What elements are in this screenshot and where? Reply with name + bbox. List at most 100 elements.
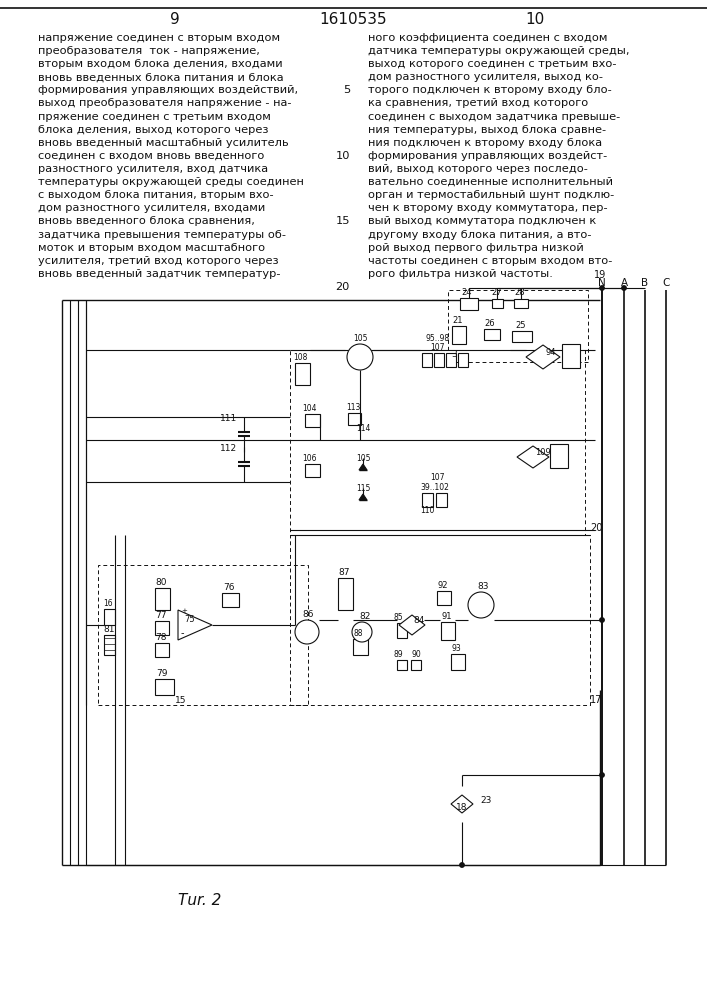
Text: дом разностного усилителя, входами: дом разностного усилителя, входами <box>38 203 265 213</box>
Text: 39..102: 39..102 <box>420 483 449 492</box>
Text: формирования управляющих воздейст-: формирования управляющих воздейст- <box>368 151 607 161</box>
Bar <box>550 444 568 468</box>
Text: 5: 5 <box>343 85 350 95</box>
Bar <box>305 414 320 427</box>
Bar <box>492 299 503 308</box>
Text: вновь введенных блока питания и блока: вновь введенных блока питания и блока <box>38 72 284 82</box>
Bar <box>98 565 308 705</box>
Text: 81: 81 <box>103 625 115 634</box>
Text: выход которого соединен с третьим вхо-: выход которого соединен с третьим вхо- <box>368 59 617 69</box>
Polygon shape <box>359 464 367 470</box>
Bar <box>460 298 478 310</box>
Text: 10: 10 <box>525 12 544 27</box>
Polygon shape <box>517 446 549 468</box>
Text: моток и вторым входом масштабного: моток и вторым входом масштабного <box>38 243 265 253</box>
Text: ния подключен к второму входу блока: ния подключен к второму входу блока <box>368 138 602 148</box>
Text: C: C <box>662 278 670 288</box>
Text: 3: 3 <box>451 350 457 359</box>
Bar <box>155 643 169 657</box>
Text: A: A <box>621 278 628 288</box>
Text: 25: 25 <box>515 321 525 330</box>
Circle shape <box>600 773 604 777</box>
Text: 104: 104 <box>302 404 317 413</box>
Text: вторым входом блока деления, входами: вторым входом блока деления, входами <box>38 59 283 69</box>
Text: 78: 78 <box>155 633 167 642</box>
Bar <box>155 621 169 635</box>
Text: выход преобразователя напряжение - на-: выход преобразователя напряжение - на- <box>38 99 291 108</box>
Bar <box>353 639 368 655</box>
Text: рого фильтра низкой частоты.: рого фильтра низкой частоты. <box>368 269 553 279</box>
Text: 26: 26 <box>484 319 495 328</box>
Bar <box>422 493 433 507</box>
Text: 82: 82 <box>359 612 370 621</box>
Polygon shape <box>178 610 212 640</box>
Text: 17: 17 <box>590 695 602 705</box>
Text: 92: 92 <box>438 581 448 590</box>
Bar <box>397 660 407 670</box>
Text: торого подключен к второму входу бло-: торого подключен к второму входу бло- <box>368 85 612 95</box>
Bar <box>290 535 590 705</box>
Text: вый выход коммутатора подключен к: вый выход коммутатора подключен к <box>368 216 596 226</box>
Bar <box>446 353 456 367</box>
Bar <box>512 331 532 342</box>
Text: чен к второму входу коммутатора, пер-: чен к второму входу коммутатора, пер- <box>368 203 607 213</box>
Text: 88: 88 <box>353 629 363 638</box>
Text: 76: 76 <box>223 583 235 592</box>
Text: преобразователя  ток - напряжение,: преобразователя ток - напряжение, <box>38 46 260 56</box>
Text: ного коэффициента соединен с входом: ного коэффициента соединен с входом <box>368 33 607 43</box>
Text: 86: 86 <box>302 610 313 619</box>
Text: 109: 109 <box>535 448 551 457</box>
Text: 10: 10 <box>336 151 350 161</box>
Text: рой выход первого фильтра низкой: рой выход первого фильтра низкой <box>368 243 584 253</box>
Bar <box>441 622 455 640</box>
Circle shape <box>621 286 626 290</box>
Text: 20: 20 <box>336 282 350 292</box>
Circle shape <box>600 286 604 290</box>
Bar <box>155 679 174 695</box>
Bar <box>437 591 451 605</box>
Text: 111: 111 <box>220 414 238 423</box>
Text: напряжение соединен с вторым входом: напряжение соединен с вторым входом <box>38 33 280 43</box>
Bar <box>104 635 115 655</box>
Bar <box>484 329 500 340</box>
Bar <box>458 353 468 367</box>
Text: 91: 91 <box>441 612 452 621</box>
Bar <box>290 350 585 535</box>
Text: задатчика превышения температуры об-: задатчика превышения температуры об- <box>38 230 286 239</box>
Text: 83: 83 <box>477 582 489 591</box>
Text: с выходом блока питания, вторым вхо-: с выходом блока питания, вторым вхо- <box>38 190 274 200</box>
Text: 19: 19 <box>594 270 606 280</box>
Polygon shape <box>451 795 473 813</box>
Text: формирования управляющих воздействий,: формирования управляющих воздействий, <box>38 85 298 95</box>
Text: 110: 110 <box>420 506 434 515</box>
Bar <box>348 413 361 425</box>
Text: вновь введенный задатчик температур-: вновь введенный задатчик температур- <box>38 269 281 279</box>
Text: соединен с входом вновь введенного: соединен с входом вновь введенного <box>38 151 264 161</box>
Text: 107: 107 <box>430 473 445 482</box>
Text: 77: 77 <box>155 611 167 620</box>
Text: 114: 114 <box>356 424 370 433</box>
Text: соединен с выходом задатчика превыше-: соединен с выходом задатчика превыше- <box>368 112 620 122</box>
Bar <box>422 353 432 367</box>
Text: 95..98: 95..98 <box>425 334 449 343</box>
Circle shape <box>460 863 464 867</box>
Bar <box>562 344 580 368</box>
Bar <box>104 609 115 625</box>
Text: орган и термостабильный шунт подклю-: орган и термостабильный шунт подклю- <box>368 190 614 200</box>
Text: +: + <box>181 608 187 614</box>
Bar <box>434 353 444 367</box>
Text: частоты соединен с вторым входом вто-: частоты соединен с вторым входом вто- <box>368 256 612 266</box>
Bar <box>295 363 310 385</box>
Text: 15: 15 <box>175 696 187 705</box>
Text: 85: 85 <box>394 613 404 622</box>
Text: 105: 105 <box>353 334 368 343</box>
Circle shape <box>295 620 319 644</box>
Text: 75: 75 <box>184 615 194 624</box>
Text: разностного усилителя, вход датчика: разностного усилителя, вход датчика <box>38 164 268 174</box>
Text: 106: 106 <box>302 454 317 463</box>
Text: 107: 107 <box>430 343 445 352</box>
Polygon shape <box>399 615 425 635</box>
Text: 18: 18 <box>456 803 467 812</box>
Text: 79: 79 <box>156 669 168 678</box>
Text: 23: 23 <box>480 796 491 805</box>
